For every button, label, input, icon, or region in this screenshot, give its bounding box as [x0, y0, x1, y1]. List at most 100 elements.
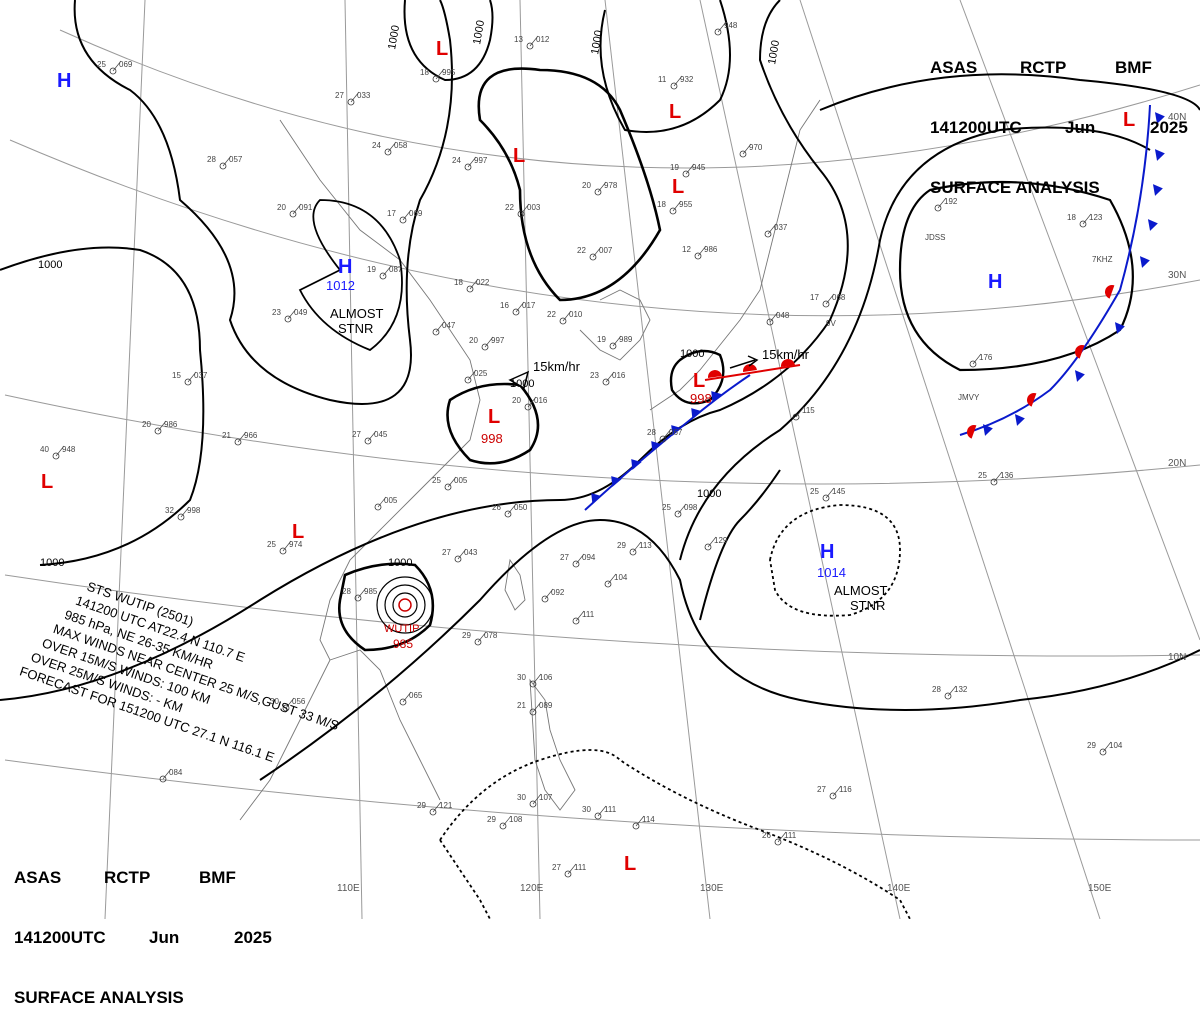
station-pressure: 136 [1000, 471, 1014, 480]
station-dot [632, 822, 640, 830]
station-pressure: 115 [802, 406, 815, 415]
wind-barb [222, 155, 232, 167]
station-plot: 27 116 [817, 785, 852, 800]
station-pressure: 058 [394, 141, 408, 150]
station-plot: 30 107 [517, 793, 553, 808]
taiwan-coast [504, 558, 526, 611]
station-pressure: 049 [294, 308, 308, 317]
station-pressure: 017 [522, 301, 536, 310]
high-center: H [338, 256, 352, 278]
station-pressure: 007 [599, 246, 613, 255]
station-temp: 21 [222, 431, 231, 440]
front-barb [591, 493, 602, 504]
valid-time: 141200UTC [14, 928, 106, 947]
latitude-line-0 [4, 759, 1200, 841]
wind-barb [993, 471, 1003, 483]
wind-barb [697, 245, 707, 257]
station-temp: 18 [657, 200, 666, 209]
wind-barb [597, 181, 607, 193]
front-barb [1154, 112, 1165, 124]
station-plot: 047 [432, 321, 456, 336]
wind-barb [605, 371, 615, 383]
station-pressure: 986 [164, 420, 178, 429]
wind-barb [972, 353, 982, 365]
station-dot [444, 483, 452, 491]
station-pressure: 995 [442, 68, 456, 77]
station-id: 9V [826, 319, 836, 328]
wind-barb [1082, 213, 1092, 225]
station-code: RCTP [104, 868, 151, 887]
station-pressure: 121 [439, 801, 453, 810]
station-temp: 17 [810, 293, 819, 302]
station-plot: 15 037 [172, 371, 208, 386]
wind-barb [435, 321, 445, 333]
station-plot: 40 948 [40, 445, 76, 460]
station-dot [279, 547, 287, 555]
isobar-label: 1000 [388, 557, 412, 569]
wind-barb [350, 91, 360, 103]
station-temp: 29 [417, 801, 426, 810]
station-pressure: 176 [979, 353, 993, 362]
station-dot [572, 617, 580, 625]
station-dot [589, 253, 597, 261]
motion-label: 15km/hr [762, 347, 810, 362]
station-plot: 23 049 [272, 308, 308, 323]
station-dot [466, 285, 474, 293]
longitude-line-100e [104, 0, 146, 919]
low-center: L [292, 521, 304, 543]
station-plot: 111 [572, 610, 595, 625]
station-temp: 12 [682, 245, 691, 254]
isobars [0, 0, 1200, 781]
isobar-label: 1000 [680, 348, 704, 360]
product-name: SURFACE ANALYSIS [14, 988, 184, 1007]
isobar [446, 382, 540, 465]
front-bump [1105, 285, 1115, 299]
station-dot [969, 360, 977, 368]
china-coast [279, 119, 481, 801]
station-plot: 037 [764, 223, 788, 238]
station-temp: 30 [270, 697, 279, 706]
wind-barb [292, 203, 302, 215]
station-plot: 20 986 [142, 420, 178, 435]
station-pressure: 069 [409, 209, 423, 218]
station-temp: 27 [552, 863, 561, 872]
wind-barb [469, 278, 479, 290]
latitude-line-10n [4, 574, 1200, 657]
station-plot: 13 012 [514, 35, 550, 50]
isobar-label: 1000 [40, 557, 64, 569]
station-plot: 18 123 [1067, 213, 1103, 228]
isobar [599, 0, 731, 133]
station-plot: 29 078 [462, 631, 498, 646]
bureau-code: BMF [1115, 58, 1152, 77]
isobar [298, 199, 403, 352]
station-dot [177, 513, 185, 521]
lon-label-110e: 110E [337, 883, 360, 894]
wind-barb [532, 793, 542, 805]
station-plot: 20 997 [469, 336, 505, 351]
wind-barb [612, 335, 622, 347]
motion-arrow-head [747, 355, 759, 367]
station-plot: 23 016 [590, 371, 626, 386]
station-temp: 15 [172, 371, 181, 380]
station-dot [704, 543, 712, 551]
high-value: 1012 [326, 278, 355, 293]
station-temp: 20 [469, 336, 478, 345]
station-plot: 19 087 [367, 265, 403, 280]
station-dot [629, 548, 637, 556]
station-dot [594, 188, 602, 196]
station-pressure: 113 [639, 541, 652, 550]
station-temp: 13 [514, 35, 523, 44]
station-temp: 29 [462, 631, 471, 640]
station-pressure: 116 [839, 785, 852, 794]
station-temp: 16 [500, 301, 509, 310]
wind-barb [825, 293, 835, 305]
wind-barb [180, 506, 190, 518]
wind-barb [447, 476, 457, 488]
front-barb [691, 408, 702, 419]
station-temp: 25 [432, 476, 441, 485]
station-plot: 22 010 [547, 310, 583, 325]
station-plot: 16 017 [500, 301, 536, 316]
station-plot: 29 121 [417, 801, 453, 816]
station-dot [604, 580, 612, 588]
front-barb [1139, 256, 1150, 268]
